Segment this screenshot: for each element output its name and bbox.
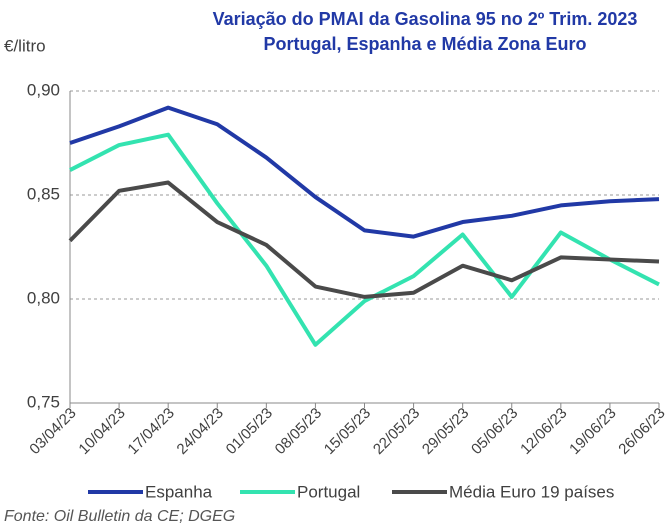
x-tick-label: 03/04/23 bbox=[26, 405, 79, 458]
x-tick-label: 01/05/23 bbox=[223, 405, 276, 458]
chart-subtitle: Portugal, Espanha e Média Zona Euro bbox=[263, 34, 586, 54]
legend-label: Média Euro 19 países bbox=[449, 482, 614, 501]
y-axis-label: €/litro bbox=[4, 36, 46, 55]
x-tick-label: 19/06/23 bbox=[566, 405, 619, 458]
legend-label: Portugal bbox=[297, 482, 360, 501]
x-tick-label: 10/04/23 bbox=[75, 405, 128, 458]
x-tick-label: 12/06/23 bbox=[517, 405, 570, 458]
x-tick-label: 05/06/23 bbox=[468, 405, 521, 458]
series-line bbox=[69, 132, 660, 347]
series-line bbox=[69, 105, 660, 239]
y-tick-label: 0,75 bbox=[27, 392, 60, 411]
x-tick-label: 24/04/23 bbox=[174, 405, 227, 458]
legend-label: Espanha bbox=[145, 482, 213, 501]
chart-title: Variação do PMAI da Gasolina 95 no 2º Tr… bbox=[213, 9, 638, 29]
x-tick-label: 15/05/23 bbox=[321, 405, 374, 458]
x-tick-label: 08/05/23 bbox=[272, 405, 325, 458]
x-tick-label: 17/04/23 bbox=[124, 405, 177, 458]
series-line bbox=[68, 180, 660, 299]
y-tick-label: 0,85 bbox=[27, 184, 60, 203]
x-tick-label: 22/05/23 bbox=[370, 405, 423, 458]
y-tick-label: 0,90 bbox=[27, 80, 60, 99]
source: Fonte: Oil Bulletin da CE; DGEG bbox=[4, 508, 235, 525]
x-tick-label: 29/05/23 bbox=[419, 405, 472, 458]
x-tick-label: 26/06/23 bbox=[615, 405, 667, 458]
y-tick-label: 0,80 bbox=[27, 288, 60, 307]
